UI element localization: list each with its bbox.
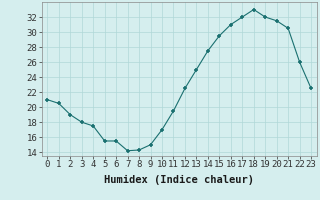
- X-axis label: Humidex (Indice chaleur): Humidex (Indice chaleur): [104, 175, 254, 185]
